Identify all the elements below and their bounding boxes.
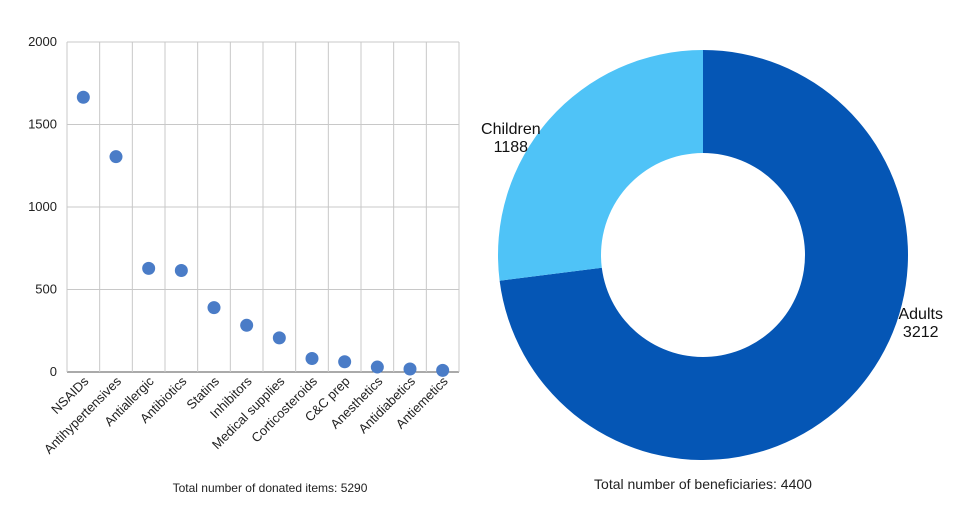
scatter-point-antihypertensives <box>109 150 123 164</box>
y-tick-label: 1500 <box>28 117 57 132</box>
scatter-point-antiallergic <box>142 261 156 275</box>
scatter-point-nsaids <box>76 90 90 104</box>
scatter-point-medical-supplies <box>272 331 286 345</box>
donated-items-scatter-chart: 0 500 1000 1500 2000 NSAIDsAntihypertensives… <box>28 34 460 495</box>
scatter-point-inhibitors <box>240 318 254 332</box>
scatter-points <box>76 90 450 377</box>
scatter-point-anesthetics <box>370 360 384 374</box>
scatter-point-antiemetics <box>436 363 450 377</box>
donut-label-children: Children <box>481 121 541 138</box>
scatter-point-statins <box>207 301 221 315</box>
y-tick-label: 2000 <box>28 34 57 49</box>
scatter-point-c-c-prep <box>338 355 352 369</box>
donut-slices <box>497 50 908 460</box>
y-tick-label: 500 <box>35 282 57 297</box>
donut-value-children: 1188 <box>494 139 529 156</box>
y-tick-label: 0 <box>50 364 57 379</box>
scatter-y-axis: 0 500 1000 1500 2000 <box>28 34 57 379</box>
donut-label-adults: Adults <box>898 306 942 323</box>
donut-slice-children <box>497 50 703 281</box>
scatter-point-corticosteroids <box>305 351 319 365</box>
scatter-grid <box>66 41 460 373</box>
scatter-point-antibiotics <box>174 264 188 278</box>
scatter-point-antidiabetics <box>403 362 417 376</box>
y-tick-label: 1000 <box>28 199 57 214</box>
donut-slice-adults <box>499 50 908 460</box>
donut-value-adults: 3212 <box>903 324 939 341</box>
scatter-x-axis: NSAIDsAntihypertensivesAntiallergicAntib… <box>41 373 451 457</box>
donated-items-caption: Total number of donated items: 5290 <box>173 481 368 495</box>
beneficiaries-caption: Total number of beneficiaries: 4400 <box>594 476 812 492</box>
